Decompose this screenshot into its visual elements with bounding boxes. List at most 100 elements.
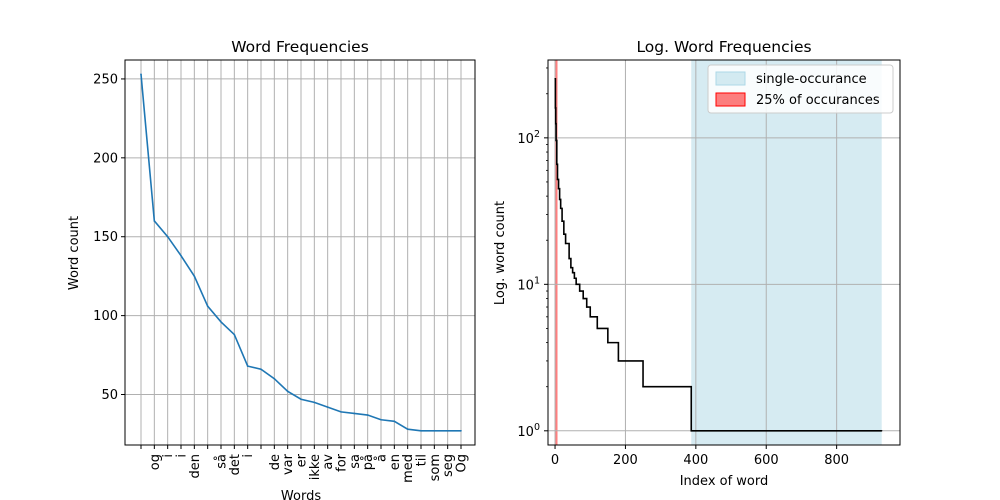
right-spans — [555, 60, 882, 445]
left-data-point — [206, 305, 209, 307]
left-data-point — [273, 377, 276, 380]
right-axes-frame — [547, 59, 901, 446]
legend-box — [707, 64, 894, 114]
left-data-point — [153, 220, 156, 222]
left-series — [140, 73, 462, 432]
right-y-tick-base: 10 — [517, 132, 534, 147]
right-data-point — [596, 327, 598, 330]
single-occurance-span — [691, 60, 882, 445]
right-data-point — [558, 198, 561, 201]
left-x-tick-label: til — [415, 454, 430, 466]
left-x-tick-label: med — [401, 454, 416, 483]
left-x-tick-label: var — [281, 453, 296, 475]
left-x-tick-label: ikke — [308, 454, 323, 480]
left-x-tick-label: av — [321, 454, 336, 470]
right-data-point — [555, 139, 557, 142]
left-data-point — [140, 73, 142, 76]
left-data-point — [340, 411, 342, 413]
left-data-point — [193, 275, 196, 277]
left-data-point — [180, 254, 182, 257]
right-data-point — [556, 163, 558, 165]
right-data-point — [690, 430, 692, 432]
legend-label-25-percent: 25% of occurances — [756, 93, 880, 108]
left-data-point — [460, 429, 462, 432]
left-x-tick-label: den — [188, 454, 203, 479]
right-series — [554, 78, 883, 432]
left-data-point — [166, 235, 169, 238]
right-x-tick-label: 200 — [613, 453, 638, 468]
right-chart-title: Log. Word Frequencies — [636, 38, 811, 56]
left-x-axis-label: Words — [281, 489, 321, 500]
right-data-point — [555, 122, 557, 125]
left-x-tick-label: en — [388, 454, 403, 470]
right-y-tick-base: 10 — [517, 425, 534, 440]
left-grid — [125, 60, 475, 445]
right-y-tick-label: 102 — [517, 129, 540, 147]
right-y-tick-base: 10 — [517, 278, 534, 293]
right-y-axis-label: Log. word count — [493, 201, 508, 305]
left-data-point — [433, 429, 436, 432]
right-data-point — [557, 187, 560, 190]
left-y-tick-label: 200 — [93, 151, 118, 166]
left-x-tick-label: i — [161, 454, 176, 458]
right-x-tick-label: 600 — [754, 453, 779, 468]
left-y-tick-label: 100 — [93, 309, 118, 324]
right-data-point — [880, 430, 883, 432]
right-data-point — [573, 277, 576, 279]
left-x-tick-label: som — [428, 454, 443, 481]
right-data-point — [568, 257, 570, 260]
right-y-tick-exponent: 0 — [534, 422, 540, 433]
right-y-tick-label: 101 — [517, 275, 540, 293]
right-data-point — [575, 283, 577, 286]
right-data-point — [561, 220, 563, 222]
right-data-point — [559, 207, 562, 210]
right-data-point — [563, 233, 565, 235]
right-x-tick-label: 800 — [824, 453, 849, 468]
left-data-point — [406, 428, 409, 431]
left-data-point — [300, 398, 302, 401]
right-data-point — [578, 290, 581, 292]
left-data-point — [380, 418, 382, 421]
right-y-tick-exponent: 1 — [534, 275, 540, 286]
left-y-tick-label: 150 — [93, 230, 118, 245]
left-x-tick-label: seg — [441, 454, 456, 477]
right-data-point — [571, 272, 574, 274]
right-x-axis-label: Index of word — [680, 474, 769, 489]
left-y-axis-label: Word count — [67, 216, 82, 290]
left-data-point — [420, 429, 422, 432]
left-data-point — [220, 321, 222, 323]
right-data-point — [617, 360, 620, 362]
left-y-tick-label: 250 — [93, 72, 118, 87]
right-data-point — [554, 107, 557, 109]
left-x-tick-label: og — [148, 454, 163, 470]
legend-swatch-25-percent — [715, 92, 746, 107]
left-data-point — [366, 414, 369, 416]
right-data-point — [642, 386, 644, 388]
right-data-point — [570, 266, 572, 269]
left-x-tick-label: de — [268, 454, 283, 470]
left-data-point — [246, 365, 249, 367]
left-chart-title: Word Frequencies — [231, 38, 369, 56]
left-data-point — [286, 390, 289, 393]
left-data-point — [233, 333, 236, 336]
left-data-point — [393, 420, 396, 423]
right-y-tick-label: 100 — [517, 422, 540, 440]
left-x-tick-label: sa — [348, 454, 363, 469]
left-data-point — [446, 429, 449, 432]
right-data-point — [564, 242, 567, 245]
right-y-tick-exponent: 2 — [534, 129, 540, 140]
left-x-tick-label: i — [241, 454, 256, 458]
legend-label-single-occurance: single-occurance — [756, 72, 867, 87]
left-data-point — [353, 412, 356, 415]
legend-swatch-single-occurance — [715, 71, 746, 86]
right-data-point — [607, 341, 609, 344]
right-data-point — [586, 306, 588, 308]
right-x-tick-label: 0 — [551, 453, 559, 468]
right-data-point — [582, 297, 584, 300]
left-x-tick-label: er — [295, 453, 310, 467]
right-x-tick-label: 400 — [683, 453, 708, 468]
left-x-tick-label: så — [215, 454, 230, 469]
